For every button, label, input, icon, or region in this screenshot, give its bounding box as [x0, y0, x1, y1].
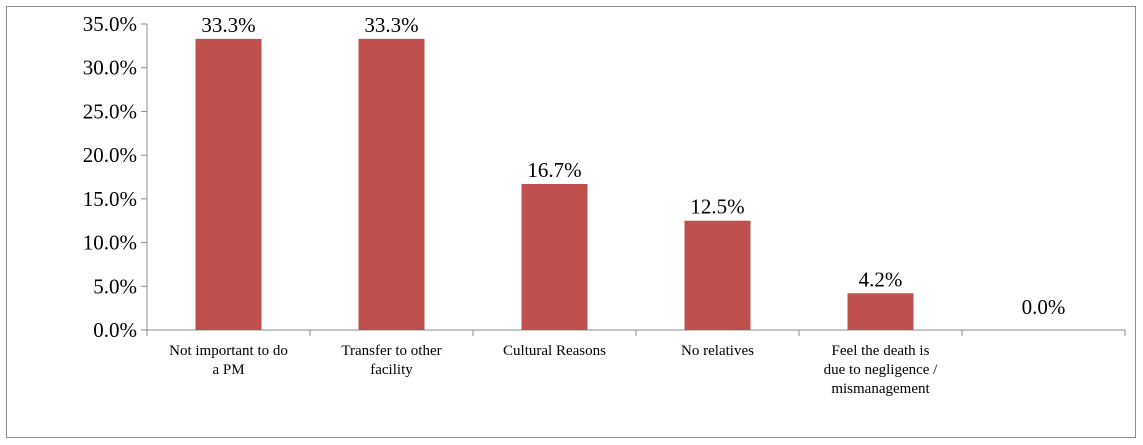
- bar: [195, 38, 262, 331]
- bar: [684, 220, 751, 330]
- category-label: Cultural Reasons: [503, 343, 606, 359]
- category-label: mismanagement: [831, 381, 930, 397]
- data-label: 0.0%: [1022, 295, 1066, 319]
- data-label: 33.3%: [364, 13, 418, 37]
- bar: [521, 183, 588, 330]
- y-tick-label: 20.0%: [83, 143, 137, 167]
- category-label: Feel the death is: [832, 343, 930, 359]
- data-label: 12.5%: [690, 195, 744, 219]
- data-label: 16.7%: [527, 158, 581, 182]
- category-label: due to negligence /: [824, 362, 939, 378]
- category-label: facility: [370, 362, 413, 378]
- y-tick-label: 15.0%: [83, 187, 137, 211]
- data-label: 4.2%: [859, 267, 903, 291]
- bar: [847, 293, 914, 330]
- bar: [358, 38, 425, 331]
- category-label: Not important to do: [169, 343, 288, 359]
- category-label: a PM: [212, 362, 244, 378]
- y-tick-label: 35.0%: [83, 12, 137, 36]
- y-tick-label: 5.0%: [93, 274, 137, 298]
- category-label: No relatives: [681, 343, 754, 359]
- y-tick-label: 30.0%: [83, 56, 137, 80]
- category-label: Transfer to other: [341, 343, 441, 359]
- data-label: 33.3%: [201, 13, 255, 37]
- y-tick-label: 10.0%: [83, 231, 137, 255]
- y-tick-label: 0.0%: [93, 318, 137, 342]
- y-tick-label: 25.0%: [83, 99, 137, 123]
